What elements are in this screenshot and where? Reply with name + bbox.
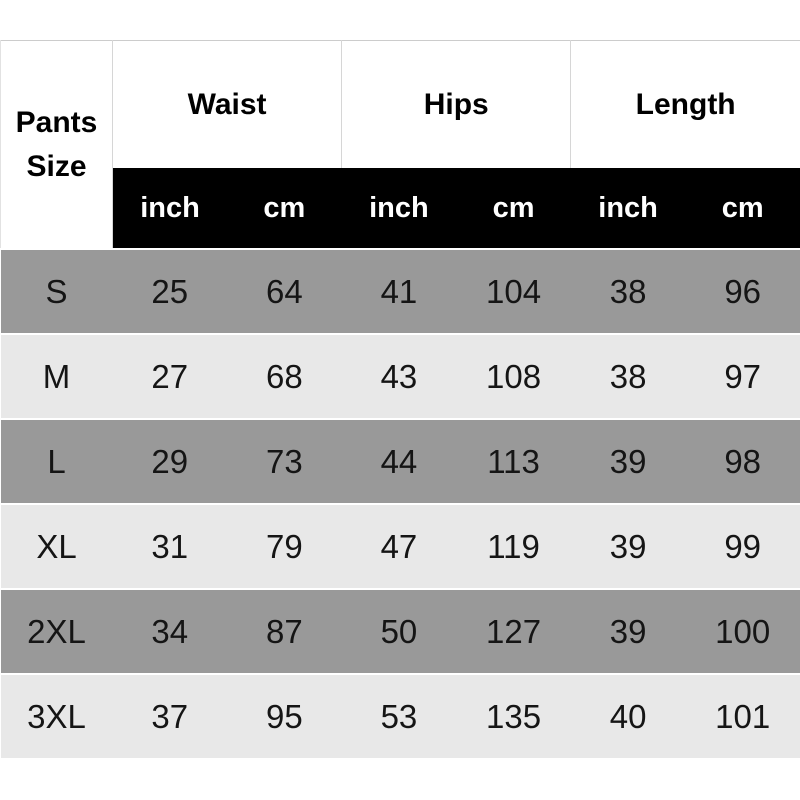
measurement-value: 37 bbox=[112, 673, 228, 758]
measurement-value: 108 bbox=[456, 333, 571, 419]
units-header-row: inch cm inch cm inch cm bbox=[1, 168, 800, 249]
measurement-value: 38 bbox=[570, 333, 686, 419]
measurement-value: 68 bbox=[227, 333, 342, 419]
table-row: S 25 64 41 104 38 96 bbox=[0, 248, 800, 334]
measurement-value: 96 bbox=[685, 248, 800, 334]
size-label: XL bbox=[0, 503, 113, 589]
measurement-value: 43 bbox=[341, 333, 457, 419]
table-row: M 27 68 43 108 38 97 bbox=[0, 333, 800, 419]
measurement-group-header-row: Pants Size Waist Hips Length bbox=[0, 40, 800, 249]
table-row: L 29 73 44 113 39 98 bbox=[0, 418, 800, 504]
measurement-value: 98 bbox=[685, 418, 800, 504]
measurement-value: 104 bbox=[456, 248, 571, 334]
size-label: S bbox=[0, 248, 113, 334]
size-rows: S 25 64 41 104 38 96 M 27 68 43 108 38 97 L 29 73 44 113 39… bbox=[0, 248, 800, 758]
unit-header-length-cm: cm bbox=[685, 168, 800, 249]
measurement-value: 135 bbox=[456, 673, 571, 758]
group-header-waist: Waist bbox=[111, 40, 342, 168]
table-row: 3XL 37 95 53 135 40 101 bbox=[0, 673, 800, 758]
table-row: 2XL 34 87 50 127 39 100 bbox=[0, 588, 800, 674]
measurement-value: 41 bbox=[341, 248, 457, 334]
measurement-value: 40 bbox=[570, 673, 686, 758]
measurement-value: 100 bbox=[685, 588, 800, 674]
measurement-value: 29 bbox=[112, 418, 228, 504]
measurement-value: 113 bbox=[456, 418, 571, 504]
measurement-value: 99 bbox=[685, 503, 800, 589]
corner-header-pants-size: Pants Size bbox=[0, 40, 113, 249]
unit-header-waist-inch: inch bbox=[112, 168, 228, 249]
measurement-value: 119 bbox=[456, 503, 571, 589]
unit-header-hips-inch: inch bbox=[341, 168, 457, 249]
measurement-value: 97 bbox=[685, 333, 800, 419]
measurement-value: 73 bbox=[227, 418, 342, 504]
unit-header-hips-cm: cm bbox=[456, 168, 571, 249]
unit-header-length-inch: inch bbox=[570, 168, 686, 249]
measurement-value: 79 bbox=[227, 503, 342, 589]
group-header-hips: Hips bbox=[341, 40, 571, 168]
table-row: XL 31 79 47 119 39 99 bbox=[0, 503, 800, 589]
measurement-value: 95 bbox=[227, 673, 342, 758]
measurement-value: 39 bbox=[570, 588, 686, 674]
measurement-value: 101 bbox=[685, 673, 800, 758]
measurement-value: 27 bbox=[112, 333, 228, 419]
measurement-value: 34 bbox=[112, 588, 228, 674]
pants-size-chart-table: Pants Size Waist Hips Length inch cm inc… bbox=[0, 40, 800, 758]
measurement-value: 53 bbox=[341, 673, 457, 758]
measurement-value: 87 bbox=[227, 588, 342, 674]
measurement-value: 39 bbox=[570, 418, 686, 504]
measurement-value: 47 bbox=[341, 503, 457, 589]
measurement-value: 31 bbox=[112, 503, 228, 589]
measurement-value: 25 bbox=[112, 248, 228, 334]
measurement-value: 39 bbox=[570, 503, 686, 589]
measurement-value: 38 bbox=[570, 248, 686, 334]
measurement-value: 64 bbox=[227, 248, 342, 334]
size-label: 2XL bbox=[0, 588, 113, 674]
size-label: L bbox=[0, 418, 113, 504]
size-label: 3XL bbox=[0, 673, 113, 758]
measurement-value: 50 bbox=[341, 588, 457, 674]
unit-header-waist-cm: cm bbox=[227, 168, 342, 249]
measurement-value: 44 bbox=[341, 418, 457, 504]
measurement-value: 127 bbox=[456, 588, 571, 674]
group-header-length: Length bbox=[570, 40, 800, 168]
size-label: M bbox=[0, 333, 113, 419]
